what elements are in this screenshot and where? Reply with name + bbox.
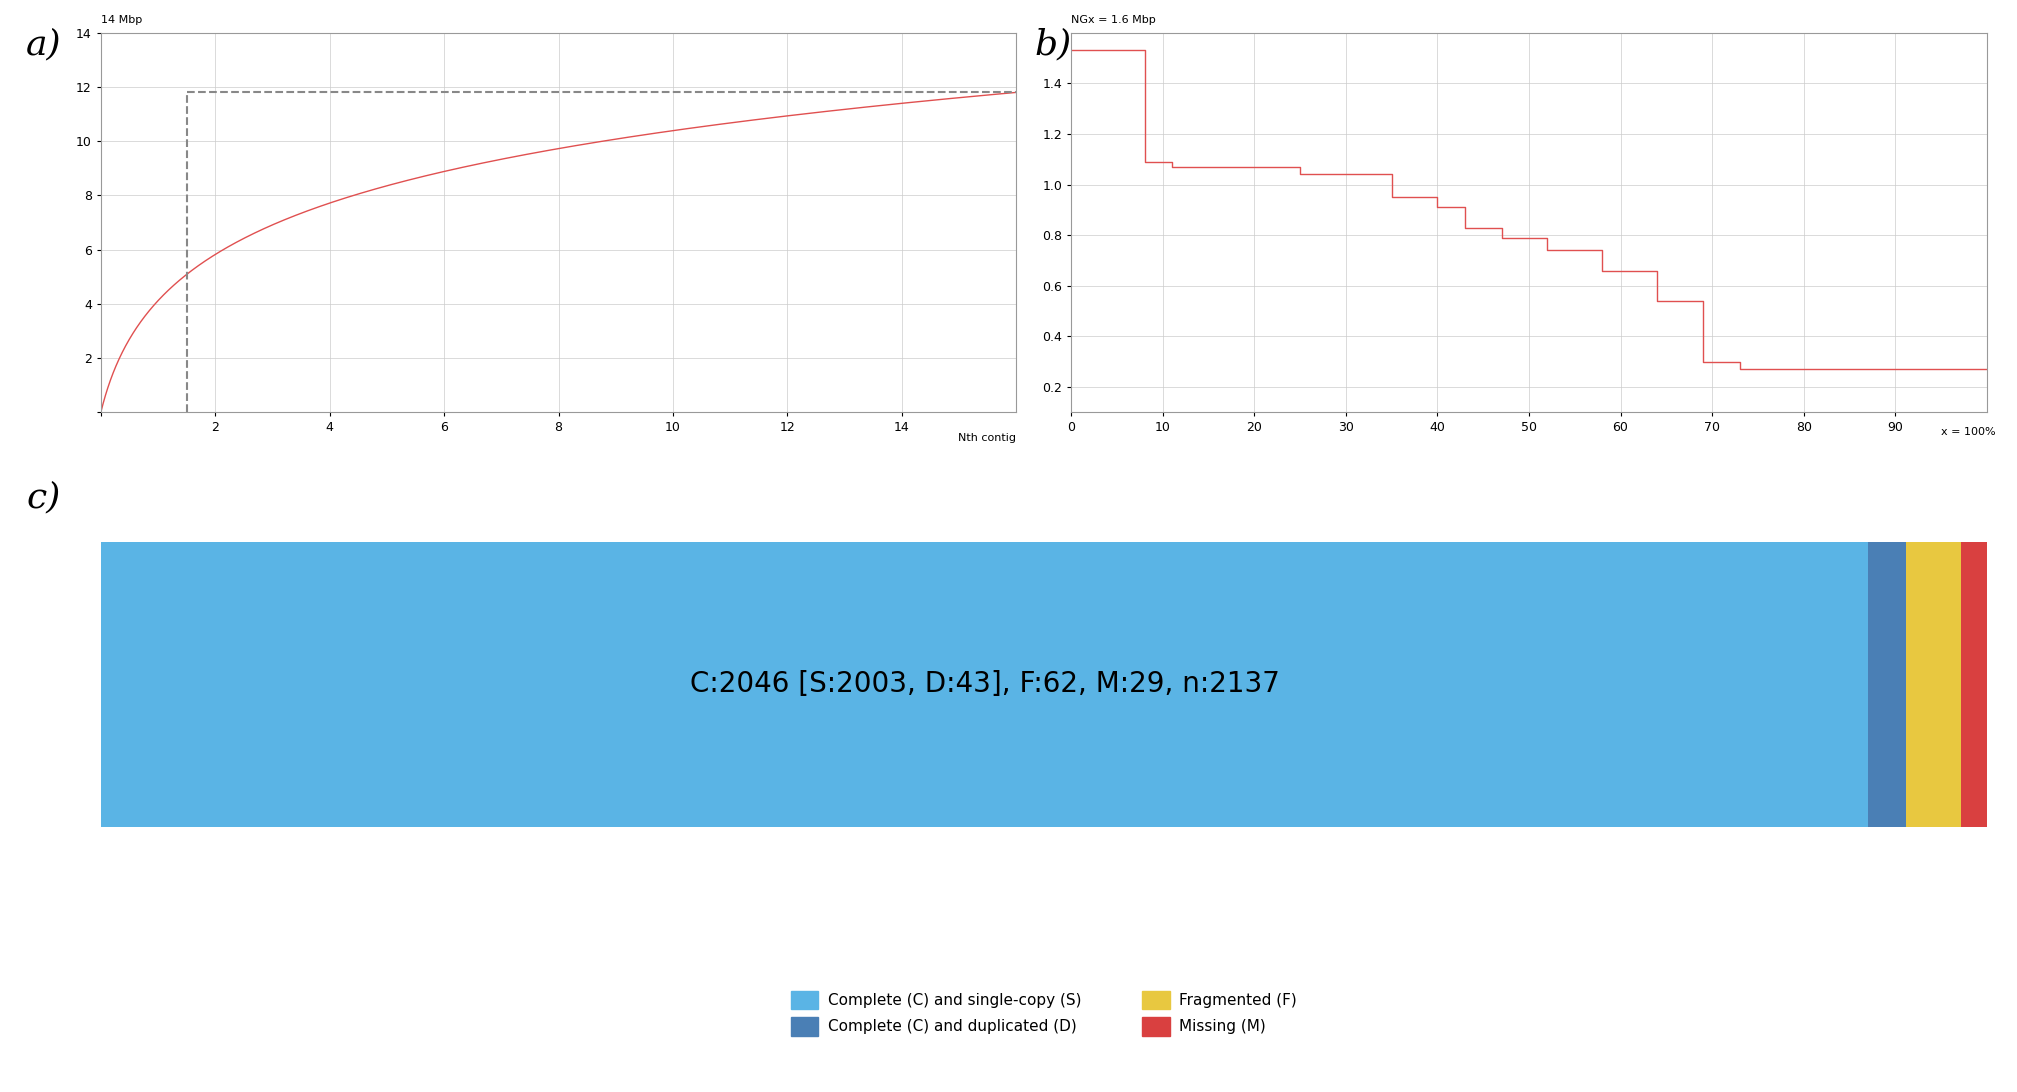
Text: x = 100%: x = 100%: [1940, 427, 1997, 438]
Text: C:2046 [S:2003, D:43], F:62, M:29, n:2137: C:2046 [S:2003, D:43], F:62, M:29, n:213…: [690, 670, 1279, 698]
Text: Nth contig: Nth contig: [958, 434, 1017, 443]
Bar: [1961, 542, 1987, 827]
Bar: [1868, 542, 1906, 827]
Text: a): a): [26, 27, 63, 61]
Text: c): c): [26, 480, 61, 514]
Text: b): b): [1035, 27, 1071, 61]
Text: NGx = 1.6 Mbp: NGx = 1.6 Mbp: [1071, 15, 1156, 25]
Text: 14 Mbp: 14 Mbp: [101, 15, 141, 25]
Bar: [1906, 542, 1961, 827]
Legend: Complete (C) and single-copy (S), Complete (C) and duplicated (D), Fragmented (F: Complete (C) and single-copy (S), Comple…: [785, 985, 1303, 1042]
